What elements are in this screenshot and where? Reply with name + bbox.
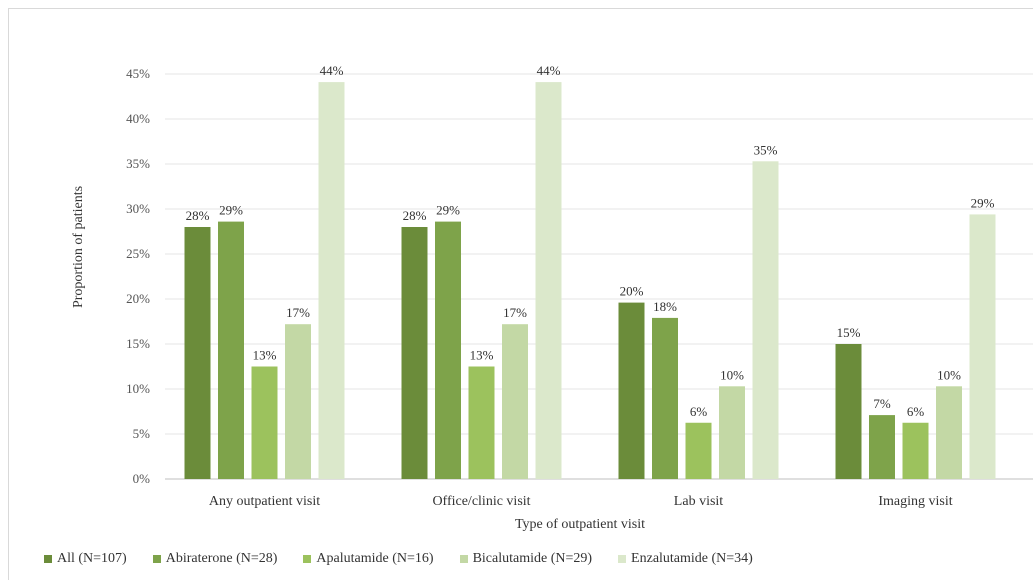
data-label: 20% xyxy=(620,284,644,299)
bar xyxy=(618,302,645,479)
legend: All (N=107) Abiraterone (N=28) Apalutamide… xyxy=(44,551,779,567)
legend-swatch xyxy=(44,555,52,563)
chart-frame xyxy=(8,8,1033,580)
category-label: Any outpatient visit xyxy=(209,494,320,509)
legend-label: All (N=107) xyxy=(57,551,127,566)
data-label: 15% xyxy=(837,325,861,340)
y-tick-label: 30% xyxy=(126,201,150,216)
legend-item: All (N=107) xyxy=(44,551,127,567)
legend-label: Abiraterone (N=28) xyxy=(165,551,278,566)
data-label: 6% xyxy=(907,404,925,419)
y-tick-label: 25% xyxy=(126,246,150,261)
bar xyxy=(902,422,929,479)
bar xyxy=(468,366,495,479)
y-tick-label: 15% xyxy=(126,336,150,351)
data-label: 10% xyxy=(720,367,744,382)
bar xyxy=(184,227,211,479)
category-label: Imaging visit xyxy=(878,494,952,509)
y-axis-ticks: 0% 5% 10% 15% 20% 25% 30% 35% 40% 45% xyxy=(126,66,150,486)
y-tick-label: 5% xyxy=(133,426,151,441)
data-label: 18% xyxy=(653,299,677,314)
y-tick-label: 45% xyxy=(126,66,150,81)
category-label: Lab visit xyxy=(674,494,723,509)
legend-item: Enzalutamide (N=34) xyxy=(618,551,753,567)
y-tick-label: 0% xyxy=(133,471,151,486)
y-tick-label: 10% xyxy=(126,381,150,396)
data-label: 28% xyxy=(186,208,210,223)
legend-label: Enzalutamide (N=34) xyxy=(631,551,753,566)
bar xyxy=(318,82,345,479)
data-label: 10% xyxy=(937,367,961,382)
legend-item: Bicalutamide (N=29) xyxy=(459,551,593,567)
data-label: 44% xyxy=(537,63,561,78)
data-label: 17% xyxy=(503,305,527,320)
bars xyxy=(184,82,996,480)
y-tick-label: 20% xyxy=(126,291,150,306)
data-label: 17% xyxy=(286,305,310,320)
legend-label: Apalutamide (N=16) xyxy=(316,551,434,566)
bar xyxy=(752,161,779,480)
gridlines xyxy=(165,73,1033,480)
legend-label: Bicalutamide (N=29) xyxy=(472,551,593,566)
bar xyxy=(218,221,244,479)
category-label: Office/clinic visit xyxy=(432,494,530,509)
data-label: 29% xyxy=(436,203,460,218)
legend-item: Apalutamide (N=16) xyxy=(303,551,434,567)
data-label: 7% xyxy=(873,396,891,411)
legend-item: Abiraterone (N=28) xyxy=(152,551,278,567)
data-label: 13% xyxy=(470,348,494,363)
data-label: 13% xyxy=(253,348,277,363)
data-label: 6% xyxy=(690,404,708,419)
bar xyxy=(535,82,562,479)
x-axis-categories: Any outpatient visit Office/clinic visit L… xyxy=(209,494,953,509)
bar xyxy=(936,386,962,479)
bar xyxy=(869,415,895,479)
bar xyxy=(251,366,278,479)
y-tick-label: 35% xyxy=(126,156,150,171)
bar xyxy=(502,324,528,479)
bar xyxy=(435,221,461,479)
bar xyxy=(969,214,996,479)
legend-swatch xyxy=(618,555,627,563)
bar xyxy=(685,422,712,479)
x-axis-title: Type of outpatient visit xyxy=(515,517,645,532)
bar xyxy=(285,324,311,479)
y-tick-label: 40% xyxy=(126,111,150,126)
data-label: 29% xyxy=(219,203,243,218)
y-axis-title: Proportion of patients xyxy=(71,186,86,308)
legend-swatch xyxy=(303,555,312,563)
bar-chart: 0% 5% 10% 15% 20% 25% 30% 35% 40% 45% 28% 29% 13% 17… xyxy=(71,63,1033,532)
data-label: 28% xyxy=(403,208,427,223)
legend-swatch xyxy=(152,555,161,563)
legend-swatch xyxy=(459,555,468,563)
bar xyxy=(401,227,428,479)
data-label: 44% xyxy=(320,63,344,78)
bar xyxy=(835,344,862,479)
data-labels: 28% 29% 13% 17% 44% 28% 29% 13% 17% 44% 20% 18% 6% 10… xyxy=(186,63,995,419)
data-label: 35% xyxy=(754,142,778,157)
data-label: 29% xyxy=(971,195,995,210)
bar xyxy=(652,317,678,479)
bar xyxy=(719,386,745,479)
